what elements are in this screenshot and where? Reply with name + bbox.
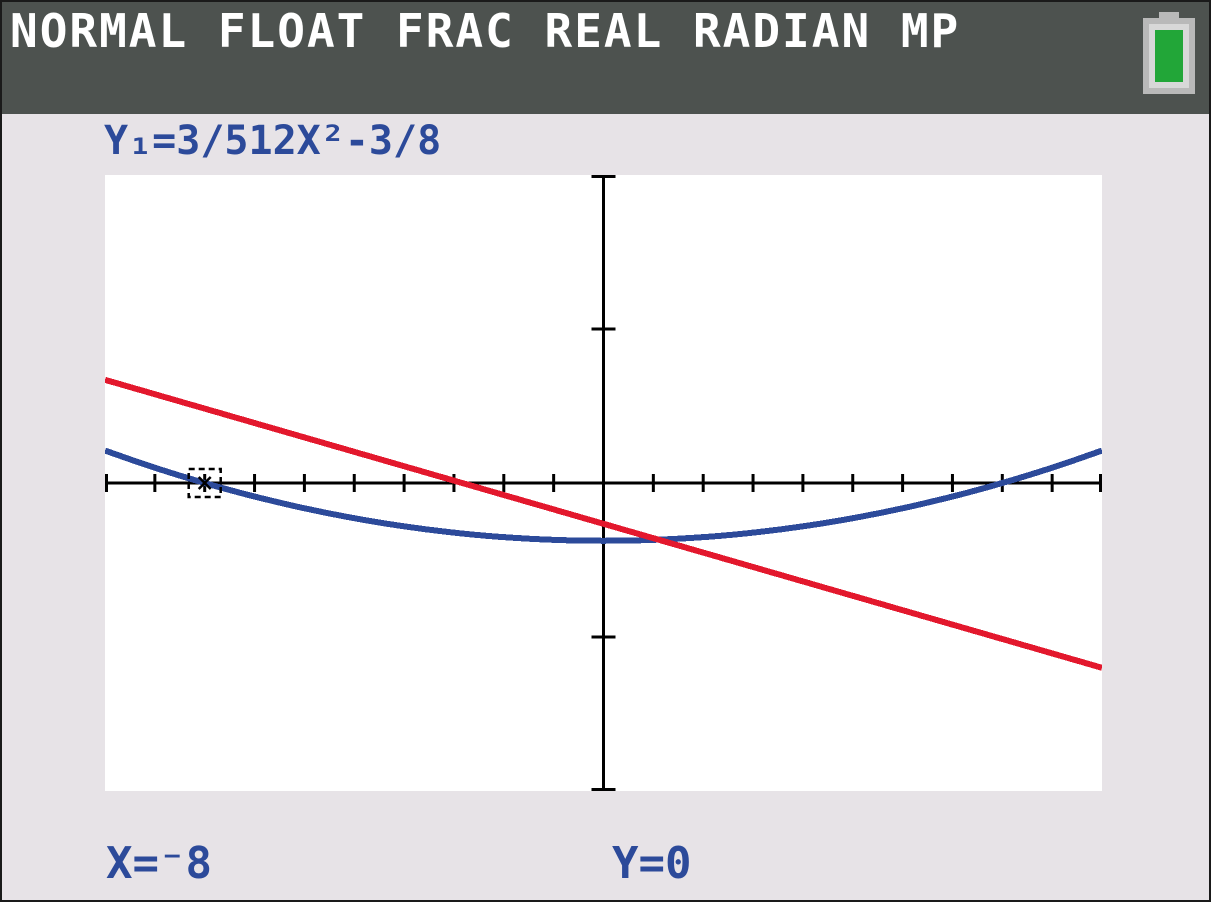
battery-full-icon [1143,12,1195,94]
graph-curves [105,376,1102,671]
series-y1-parabola [105,447,1102,544]
y-coordinate-readout: Y=0 [612,838,692,889]
trace-cursor [187,467,222,499]
function-label: Y₁=3/512X²-3/8 [104,118,442,164]
graph-canvas[interactable] [105,175,1102,791]
trace-cursor-icon [187,467,222,499]
graph-window[interactable] [105,175,1102,791]
cursor-cross-b [197,476,212,490]
axes [105,175,1102,791]
series-line-red [105,376,1102,671]
status-bar: NORMAL FLOAT FRAC REAL RADIAN MP [0,0,1211,114]
mode-status-text: NORMAL FLOAT FRAC REAL RADIAN MP [10,4,961,58]
cursor-box [187,467,222,499]
x-coordinate-readout: X=⁻8 [106,838,212,889]
